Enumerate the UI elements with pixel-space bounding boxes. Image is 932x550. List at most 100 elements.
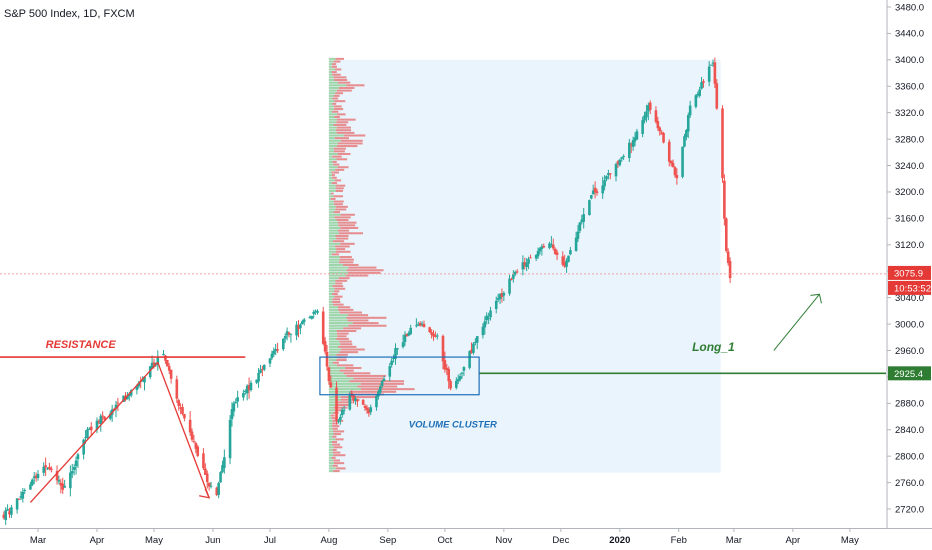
volume-profile-buy-bar [328, 417, 332, 420]
volume-profile-buy-bar [328, 216, 335, 219]
volume-profile-sell-bar [332, 361, 339, 364]
volume-profile-sell-bar [332, 160, 337, 163]
volume-profile-buy-bar [328, 174, 332, 177]
candle-body [70, 471, 74, 474]
volume-profile-buy-bar [328, 298, 333, 301]
volume-profile-buy-bar [328, 179, 335, 182]
candle-body [188, 419, 192, 433]
volume-profile-sell-bar [332, 435, 337, 438]
x-tick-label: May [841, 535, 859, 546]
volume-profile-buy-bar [328, 388, 361, 391]
volume-profile-sell-bar [332, 176, 337, 179]
x-tick-label: Jun [205, 535, 220, 546]
candle-body [183, 414, 186, 419]
volume-profile-buy-bar [328, 390, 351, 393]
volume-profile-buy-bar [328, 319, 348, 322]
candle-body [316, 311, 319, 313]
volume-profile-buy-bar [328, 359, 337, 362]
candle-body [36, 473, 40, 479]
candle-body [156, 356, 160, 365]
candle-body [361, 399, 365, 405]
volume-profile-sell-bar [335, 467, 346, 470]
candle-body [69, 472, 72, 489]
volume-profile-sell-bar [333, 303, 344, 306]
volume-profile-sell-bar [335, 205, 348, 208]
candle-body [82, 439, 85, 455]
volume-profile-sell-bar [334, 179, 342, 182]
candle-body [449, 381, 452, 389]
volume-profile-sell-bar [336, 121, 349, 124]
candle-body [369, 407, 373, 413]
candle-body [321, 311, 325, 344]
trend-line-down[interactable] [157, 362, 210, 499]
volume-profile-sell-bar [340, 242, 355, 245]
volume-profile-buy-bar [328, 314, 349, 317]
volume-profile-sell-bar [336, 219, 349, 222]
candle-body [108, 413, 112, 419]
candle-body [401, 342, 405, 348]
volume-profile-buy-bar [328, 454, 334, 457]
candle-body [502, 292, 506, 296]
volume-profile-sell-bar [330, 197, 336, 200]
candle-body [375, 395, 378, 408]
volume-profile-buy-bar [328, 73, 333, 76]
trend-line-up[interactable] [29, 361, 159, 503]
volume-profile-buy-bar [328, 123, 334, 126]
volume-profile-buy-bar [328, 113, 338, 116]
candle-body [673, 167, 677, 176]
volume-profile-buy-bar [328, 446, 334, 449]
candle-body [255, 379, 258, 383]
volume-profile-sell-bar [338, 224, 356, 227]
candle-body [95, 420, 99, 430]
candle-body [261, 368, 264, 370]
candle-body [403, 334, 407, 343]
candle-body [580, 219, 584, 223]
volume-profile-sell-bar [340, 226, 359, 229]
y-tick-label: 3120.0 [895, 240, 924, 251]
volume-profile-buy-bar [328, 200, 334, 203]
candle-body [618, 159, 622, 166]
volume-profile-sell-bar [335, 208, 347, 211]
volume-profile-buy-bar [328, 380, 350, 383]
candle-body [274, 348, 277, 352]
candle-body [508, 278, 511, 294]
volume-profile-sell-bar [335, 189, 343, 193]
candle-body [643, 115, 646, 121]
volume-profile-buy-bar [328, 105, 334, 108]
candle-body [97, 421, 101, 423]
volume-profile-sell-bar [335, 250, 351, 253]
candle-body [352, 394, 355, 401]
volume-profile-buy-bar [328, 456, 332, 459]
volume-profile-buy-bar [328, 203, 335, 206]
candle-body [713, 62, 717, 84]
candle-body [169, 369, 173, 379]
volume-profile-sell-bar [338, 345, 357, 348]
candle-body [496, 298, 500, 300]
candle-body [143, 376, 146, 383]
candle-body [63, 485, 66, 488]
volume-profile-sell-bar [339, 311, 362, 314]
long-projection-line[interactable] [773, 294, 820, 351]
candle-body [129, 390, 133, 396]
candle-body [268, 358, 272, 364]
candle-body [662, 132, 665, 143]
candle-body [521, 262, 525, 270]
volume-profile-buy-bar [328, 337, 337, 340]
candle-body [605, 176, 608, 180]
volume-profile-sell-bar [335, 92, 344, 95]
candle-body [221, 465, 224, 473]
candle-body [329, 382, 333, 388]
volume-profile-sell-bar [336, 353, 348, 356]
volume-cluster-box[interactable] [319, 356, 480, 396]
candle-body [285, 331, 289, 336]
volume-profile-buy-bar [328, 219, 337, 222]
candle-body [354, 398, 357, 402]
volume-profile-sell-bar [332, 422, 338, 425]
volume-profile-buy-bar [328, 419, 333, 422]
candle-body [179, 407, 182, 409]
x-tick-label: Apr [785, 535, 800, 546]
volume-profile-sell-bar [332, 298, 341, 301]
volume-profile-buy-bar [328, 84, 347, 87]
volume-profile-buy-bar [328, 287, 335, 290]
